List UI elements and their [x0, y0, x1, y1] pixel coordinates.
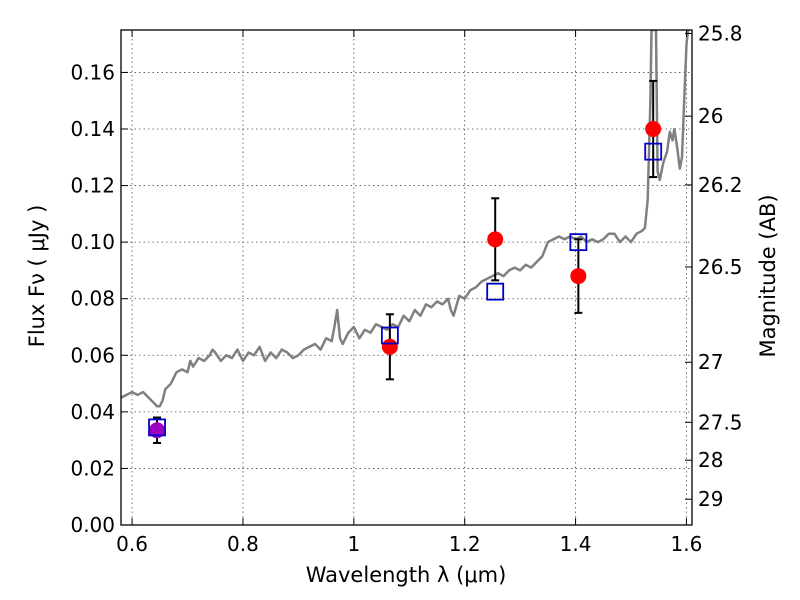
right-tick-label: 29	[698, 487, 723, 511]
x-tick-label: 0.6	[116, 532, 148, 556]
ticks-layer: 0.6 0.8 1 1.2 1.4 1.6 0.00 0.02 0.04 0.06 0.08 0.10…	[70, 21, 742, 556]
x-tick-label: 1.6	[671, 532, 703, 556]
y-tick-label: 0.00	[70, 513, 115, 537]
plot-frame	[120, 29, 693, 526]
x-axis-label: Wavelength λ (μm)	[306, 563, 507, 587]
x-tick-label: 1.2	[449, 532, 481, 556]
y-tick-label: 0.06	[70, 343, 115, 367]
right-tick-label: 26.5	[698, 255, 743, 279]
right-tick-label: 25.8	[698, 21, 743, 45]
right-tick-label: 26	[698, 104, 723, 128]
y-axis-label: Flux Fν ( μJy )	[25, 205, 49, 348]
model-photometry-square	[148, 418, 166, 437]
flux-measurement-point	[487, 231, 504, 248]
y-tick-label: 0.02	[70, 456, 115, 480]
y-tick-label: 0.12	[70, 174, 115, 198]
points-layer	[148, 79, 663, 444]
y-axis-right-label: Magnitude (AB)	[756, 194, 780, 357]
flux-measurement-point	[570, 268, 587, 285]
model-photometry-square	[486, 282, 505, 301]
y-tick-label: 0.04	[70, 400, 115, 424]
y-tick-label: 0.08	[70, 287, 115, 311]
axes-frame	[120, 29, 693, 526]
right-tick-label: 26.2	[698, 173, 743, 197]
model-photometry-square	[380, 326, 399, 345]
x-tick-label: 1	[347, 532, 360, 556]
x-tick-label: 0.8	[227, 532, 259, 556]
flux-measurement-point	[645, 121, 662, 137]
flux-measurement-point	[381, 338, 398, 355]
right-tick-label: 27	[698, 350, 723, 374]
model-photometry-square	[569, 233, 588, 252]
x-tick-label: 1.4	[560, 532, 592, 556]
right-tick-label: 28	[698, 448, 723, 472]
model-spectrum-line	[121, 30, 690, 408]
right-tick-label: 27.5	[698, 410, 743, 434]
y-tick-label: 0.10	[70, 230, 115, 254]
model-photometry-square	[644, 142, 663, 161]
y-tick-label: 0.16	[70, 60, 115, 84]
spectrum-layer	[121, 30, 690, 408]
y-tick-label: 0.14	[70, 117, 115, 141]
